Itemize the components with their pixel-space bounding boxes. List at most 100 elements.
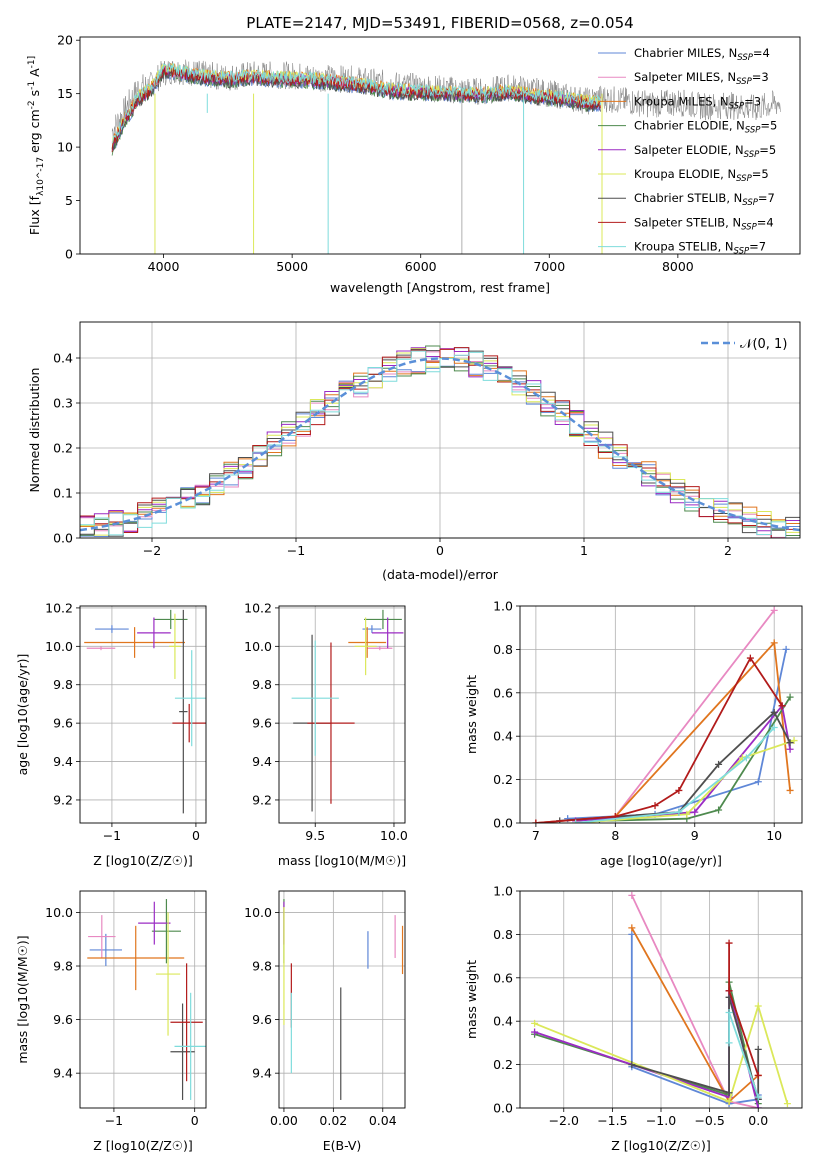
point-chabrier_stelib bbox=[179, 609, 188, 814]
data-marker bbox=[628, 1061, 636, 1069]
y-axis-label: age [log10(age/yr)] bbox=[15, 654, 30, 776]
legend-entry: Salpeter ELODIE, NSSP=5 bbox=[634, 143, 776, 160]
series-kroupa_miles bbox=[628, 924, 762, 1105]
series-salpeter_stelib bbox=[532, 654, 786, 823]
x-tick-label: 1 bbox=[580, 543, 588, 558]
label-part: Z [log10(Z/Z☉)] bbox=[611, 1138, 711, 1153]
axes-border bbox=[79, 605, 207, 824]
x-axis-label: (data-model)/error bbox=[382, 567, 499, 582]
point-salpeter_elodie bbox=[138, 901, 171, 945]
point-chabrier_miles bbox=[89, 933, 122, 967]
data-marker bbox=[754, 1093, 762, 1101]
y-tick-label: 9.8 bbox=[53, 959, 73, 974]
plot-area bbox=[111, 59, 781, 254]
legend-text: Chabrier MILES, N bbox=[634, 46, 737, 60]
x-tick-label: −1 bbox=[105, 1113, 123, 1128]
axes-age-vs-weight: 7 8 9 10 0.0 0.2 0.4 0.6 0.8 1.0 age [log10(age/yr… bbox=[464, 599, 803, 868]
axes-ebv-vs-mass: 0.00 0.02 0.04 9.4 9.6 9.8 10.0 E(B-V) bbox=[244, 890, 406, 1153]
point-kroupa_stelib bbox=[174, 992, 206, 1100]
point-kroupa_elodie bbox=[354, 617, 377, 676]
x-tick-label: −2 bbox=[143, 543, 161, 558]
x-axis-label: Z [log10(Z/Z☉)] bbox=[93, 1138, 193, 1153]
data-marker bbox=[742, 754, 750, 762]
data-marker bbox=[628, 930, 636, 938]
y-tick-label: 9.4 bbox=[252, 754, 272, 769]
legend-sub: SSP bbox=[734, 247, 750, 257]
legend-value: =4 bbox=[753, 46, 770, 60]
label-part: mass weight bbox=[464, 675, 479, 754]
data-marker bbox=[715, 806, 723, 814]
data-marker bbox=[770, 708, 778, 716]
x-tick-label: −0.5 bbox=[694, 1113, 724, 1128]
x-tick-label: 10.0 bbox=[380, 828, 408, 843]
point-kroupa_stelib bbox=[174, 650, 206, 747]
y-tick-label: 0.2 bbox=[53, 441, 73, 456]
data-marker bbox=[754, 1002, 762, 1010]
legend-text: Kroupa ELODIE, N bbox=[634, 167, 736, 181]
x-axis-label: age [log10(age/yr)] bbox=[600, 853, 722, 868]
y-tick-label: 20 bbox=[57, 33, 73, 48]
series-salpeter_miles bbox=[532, 606, 778, 823]
legend-text: Chabrier STELIB, N bbox=[634, 191, 742, 205]
legend-value: =5 bbox=[752, 167, 769, 181]
point-chabrier_miles bbox=[95, 625, 129, 633]
y-tick-label: 10.0 bbox=[45, 639, 73, 654]
data-marker bbox=[770, 606, 778, 614]
histogram-salpeter_stelib bbox=[80, 347, 800, 538]
series-salpeter_miles bbox=[628, 891, 762, 1108]
data-marker bbox=[675, 808, 683, 816]
label-part: mass [log10(M/M☉)] bbox=[15, 935, 30, 1063]
x-tick-label: 0.0 bbox=[748, 1113, 768, 1128]
x-tick-label: −1 bbox=[287, 543, 305, 558]
x-tick-label: 10 bbox=[766, 828, 782, 843]
data-marker bbox=[683, 810, 691, 818]
y-tick-label: 9.8 bbox=[53, 677, 73, 692]
data-marker bbox=[572, 819, 580, 823]
x-tick-label: 0 bbox=[192, 828, 200, 843]
y-tick-label: 0.8 bbox=[493, 642, 513, 657]
data-marker bbox=[746, 654, 754, 662]
plot-area bbox=[531, 891, 791, 1108]
series-line bbox=[575, 726, 775, 823]
y-tick-label: 0 bbox=[65, 247, 73, 262]
label-part: s bbox=[27, 90, 42, 101]
data-marker bbox=[675, 786, 683, 794]
y-axis-label: mass weight bbox=[464, 960, 479, 1039]
series-chabrier_stelib bbox=[556, 708, 794, 823]
plot-area bbox=[532, 606, 798, 823]
data-marker bbox=[725, 939, 733, 947]
y-axis-label: Flux [fλ10^-17 erg cm-2 s-1 A-1] bbox=[27, 56, 46, 235]
normal-curve bbox=[80, 357, 800, 532]
data-marker bbox=[715, 760, 723, 768]
label-part: A bbox=[27, 68, 42, 81]
y-tick-label: 0.4 bbox=[493, 729, 513, 744]
x-tick-label: 6000 bbox=[405, 259, 437, 274]
series-salpeter_stelib bbox=[725, 939, 762, 1079]
legend-value: =5 bbox=[760, 119, 777, 133]
legend-entry: Chabrier MILES, NSSP=4 bbox=[634, 46, 770, 63]
y-tick-label: 10.2 bbox=[244, 600, 272, 615]
legend-sub: SSP bbox=[741, 222, 757, 232]
x-tick-label: 9 bbox=[691, 828, 699, 843]
data-marker bbox=[770, 724, 778, 732]
data-marker bbox=[532, 819, 540, 823]
y-tick-label: 0.6 bbox=[493, 970, 513, 985]
y-tick-label: 9.8 bbox=[252, 959, 272, 974]
y-tick-label: 9.4 bbox=[53, 1066, 73, 1081]
data-marker bbox=[725, 1097, 733, 1105]
y-tick-label: 9.2 bbox=[53, 792, 73, 807]
point-salpeter_stelib bbox=[170, 963, 203, 1082]
legend-value: =3 bbox=[744, 94, 761, 108]
y-tick-label: 0.4 bbox=[493, 1014, 513, 1029]
data-marker bbox=[725, 1089, 733, 1097]
point-salpeter_miles bbox=[88, 915, 116, 958]
data-marker bbox=[754, 778, 762, 786]
y-tick-label: 1.0 bbox=[493, 884, 513, 899]
series-kroupa_stelib bbox=[725, 1009, 762, 1101]
y-tick-label: 10.0 bbox=[244, 905, 272, 920]
data-marker bbox=[754, 1071, 762, 1079]
data-marker bbox=[786, 693, 794, 701]
data-marker bbox=[782, 645, 790, 653]
y-tick-label: 9.8 bbox=[252, 677, 272, 692]
